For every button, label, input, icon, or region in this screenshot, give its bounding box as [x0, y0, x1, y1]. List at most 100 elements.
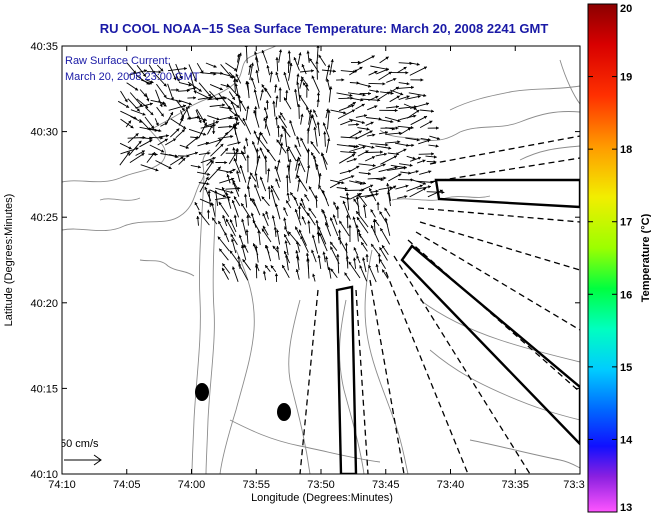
current-vector: [316, 60, 318, 80]
current-vector: [385, 217, 391, 236]
current-vector-head: [375, 192, 379, 196]
current-vector: [317, 226, 327, 245]
current-vector: [128, 140, 142, 156]
colorbar-tick-label: 20: [620, 3, 632, 15]
current-vector: [406, 184, 423, 192]
current-vector-head: [272, 245, 276, 249]
current-vector-head: [406, 82, 410, 86]
current-vector: [241, 218, 247, 236]
current-vector-head: [163, 94, 167, 98]
current-vector: [210, 143, 224, 157]
current-vector-head: [327, 109, 331, 113]
current-vector-head: [306, 106, 310, 110]
current-vector-head: [390, 91, 394, 95]
current-vector: [170, 118, 187, 130]
current-vector-head: [267, 149, 270, 153]
current-vector-head: [356, 217, 360, 221]
current-vector-head: [391, 127, 395, 131]
current-vector-head: [203, 122, 207, 126]
depth-contour: [288, 299, 311, 474]
current-vector-head: [431, 109, 434, 113]
current-vector: [225, 192, 232, 209]
current-vector-head: [283, 127, 287, 131]
current-vector: [188, 64, 197, 82]
surface-current-vectors: [117, 46, 445, 283]
depth-contour: [449, 85, 580, 111]
beam-line: [429, 135, 580, 165]
current-vector-head: [136, 108, 140, 112]
current-vector-head: [379, 258, 383, 262]
current-vector-head: [250, 62, 254, 66]
current-vector-head: [355, 136, 359, 140]
current-vector-head: [365, 150, 369, 154]
current-vector-head: [316, 121, 320, 125]
current-vector-head: [182, 104, 186, 108]
current-vector: [289, 120, 296, 137]
current-vector-head: [361, 103, 365, 107]
current-vector-head: [244, 137, 249, 141]
current-vector: [263, 117, 271, 136]
current-vector-head: [345, 255, 349, 259]
depth-contour: [379, 111, 580, 141]
current-vector-head: [252, 198, 256, 202]
y-tick-label: 40:25: [30, 212, 58, 224]
current-vector: [316, 46, 319, 64]
current-vector-head: [333, 69, 336, 73]
current-vector-head: [193, 90, 197, 94]
current-vector-head: [394, 166, 398, 170]
current-vector-head: [257, 155, 261, 159]
current-vector: [168, 63, 177, 81]
current-vector-head: [388, 146, 392, 150]
current-vector-head: [306, 50, 310, 54]
current-vector-head: [423, 93, 427, 98]
current-vector-head: [441, 190, 445, 194]
current-vector: [370, 143, 389, 146]
annotation-line-2: March 20, 2008 23:00 GMT: [65, 71, 200, 83]
current-vector-head: [358, 130, 362, 134]
current-vector-head: [293, 196, 297, 200]
current-vector: [367, 177, 387, 180]
current-vector-head: [352, 257, 357, 261]
current-vector-head: [241, 203, 245, 207]
current-vector-head: [364, 114, 367, 118]
current-vector-head: [397, 119, 401, 123]
current-vector: [208, 190, 211, 207]
current-vector-head: [151, 125, 154, 129]
current-vector: [129, 152, 145, 163]
current-vector-head: [385, 131, 388, 135]
current-vector: [253, 109, 260, 128]
current-vector-head: [351, 104, 355, 108]
current-vector-head: [376, 89, 380, 93]
current-vector-head: [357, 229, 361, 233]
current-vector-head: [254, 184, 258, 188]
current-vector: [254, 184, 262, 202]
current-vector-head: [336, 254, 340, 257]
current-vector-head: [362, 257, 366, 261]
depth-contour: [339, 299, 365, 474]
depth-contour: [429, 349, 580, 421]
current-vector-head: [366, 127, 370, 131]
current-vector-head: [160, 68, 164, 72]
current-vector-head: [211, 202, 215, 206]
current-vector-head: [250, 77, 254, 81]
current-vector-head: [233, 214, 237, 218]
current-vector-head: [380, 178, 384, 182]
current-vector: [338, 153, 356, 164]
current-vector-head: [173, 77, 177, 81]
current-vector-head: [386, 183, 390, 187]
current-vector: [288, 62, 292, 81]
current-vector-head: [284, 226, 288, 230]
current-vector-head: [394, 108, 398, 113]
current-vector-head: [355, 196, 360, 200]
current-vector-head: [371, 156, 375, 160]
current-vector-head: [207, 190, 211, 194]
current-vector-head: [359, 265, 363, 269]
current-vector-head: [262, 213, 266, 217]
current-vector: [225, 218, 236, 237]
current-vector-head: [412, 156, 416, 160]
current-vector-head: [332, 214, 336, 218]
current-vector-head: [229, 106, 233, 111]
x-tick-label: 73:3: [563, 479, 584, 491]
current-vector-head: [325, 108, 330, 112]
current-vector-head: [155, 168, 159, 172]
